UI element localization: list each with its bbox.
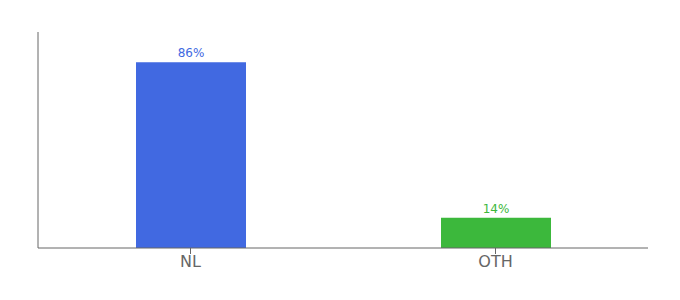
svg-text:14%: 14% bbox=[483, 202, 510, 216]
svg-text:NL: NL bbox=[180, 252, 201, 271]
svg-text:OTH: OTH bbox=[478, 252, 512, 271]
svg-text:86%: 86% bbox=[178, 46, 205, 60]
